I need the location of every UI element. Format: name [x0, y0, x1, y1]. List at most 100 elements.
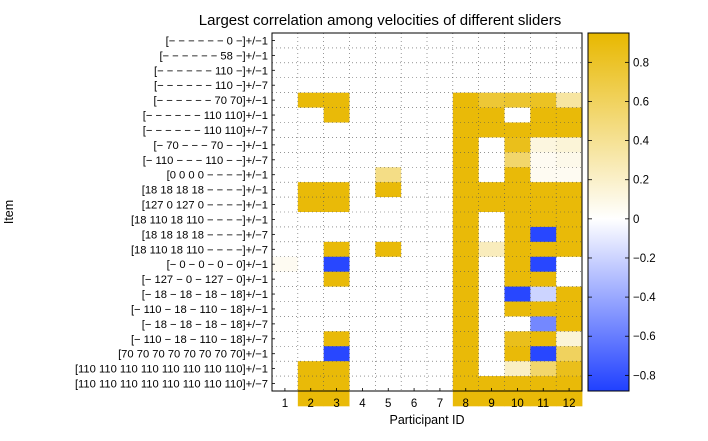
heatmap-cell [530, 226, 557, 243]
heatmap-cell [323, 391, 350, 407]
heatmap-cell [375, 316, 402, 332]
heatmap-cell [504, 33, 531, 49]
heatmap-cell [530, 212, 557, 228]
heatmap-cell [349, 331, 376, 347]
heatmap-cell [272, 92, 299, 108]
heatmap-cell [478, 47, 505, 64]
heatmap-cell [323, 256, 350, 273]
heatmap-cell [401, 77, 428, 94]
heatmap-cell [401, 346, 428, 362]
heatmap-cell [349, 286, 376, 302]
heatmap-cell [272, 331, 299, 347]
heatmap-cell [556, 77, 583, 94]
heatmap-cell [272, 167, 299, 183]
x-tick-label: 1 [282, 398, 288, 410]
heatmap-cell [349, 167, 376, 183]
heatmap-cell [427, 167, 454, 183]
heatmap-cell [556, 137, 583, 153]
heatmap-cell [272, 241, 299, 258]
x-tick-label: 10 [511, 398, 524, 410]
heatmap-cell [349, 241, 376, 258]
heatmap-cell [323, 212, 350, 228]
x-tick-label: 11 [537, 398, 549, 410]
heatmap-cell [556, 361, 583, 377]
y-tick-label: [− − − − − − 110 110]+/−7 [143, 125, 268, 137]
heatmap-cell [504, 107, 531, 123]
y-tick-label: [− 18 − 18 − 18 − 18]+/−7 [142, 319, 268, 331]
heatmap-cell [375, 197, 402, 213]
heatmap-cell [401, 391, 428, 407]
heatmap-cell [375, 77, 402, 94]
heatmap-cell [478, 122, 505, 138]
heatmap-cell [297, 361, 325, 377]
heatmap-cell [349, 376, 376, 392]
heatmap-cell [375, 241, 402, 258]
heatmap-cell [375, 256, 402, 273]
heatmap-cell [530, 77, 557, 94]
heatmap-cell [530, 197, 557, 213]
heatmap-cell [452, 152, 480, 168]
heatmap-cell [427, 62, 454, 79]
heatmap-cell [427, 152, 454, 168]
colorbar-tick-label: 0.6 [633, 96, 649, 108]
heatmap-cell [349, 47, 376, 64]
heatmap-cell [530, 33, 557, 49]
heatmap-cell [375, 152, 402, 168]
heatmap-cell [504, 92, 531, 108]
heatmap-cell [530, 376, 557, 392]
heatmap-cell [427, 137, 454, 153]
heatmap-cell [375, 376, 402, 392]
heatmap-cell [504, 152, 531, 168]
heatmap-cell [530, 92, 557, 108]
heatmap-cell [401, 361, 428, 377]
y-tick-label: [− 127 − 0 − 127 − 0]+/−1 [142, 274, 268, 286]
heatmap-cell [452, 361, 480, 377]
heatmap-cell [427, 331, 454, 347]
heatmap-cell [556, 226, 583, 243]
heatmap-cell [349, 212, 376, 228]
heatmap-cell [556, 331, 583, 347]
heatmap-cell [401, 271, 428, 287]
heatmap-cell [272, 152, 299, 168]
y-tick-label: [70 70 70 70 70 70 70 70]+/−1 [118, 349, 268, 361]
heatmap-cell [452, 391, 480, 407]
heatmap-cell [297, 286, 325, 302]
heatmap-cell [349, 197, 376, 213]
heatmap-cell [556, 212, 583, 228]
heatmap-cell [530, 182, 557, 198]
heatmap-cell [297, 107, 325, 123]
heatmap-cell [349, 271, 376, 287]
heatmap-cell [504, 361, 531, 377]
heatmap-cell [478, 62, 505, 79]
heatmap-cell [478, 286, 505, 302]
heatmap-cell [297, 167, 325, 183]
heatmap-cell [427, 286, 454, 302]
heatmap-cell [530, 122, 557, 138]
heatmap-cell [272, 226, 299, 243]
heatmap-cell [452, 33, 480, 49]
heatmap-cell [297, 346, 325, 362]
x-tick-label: 12 [563, 398, 576, 410]
heatmap-cell [556, 256, 583, 273]
heatmap-cell [452, 137, 480, 153]
heatmap-cell [272, 212, 299, 228]
heatmap-cell [556, 92, 583, 108]
heatmap-cell [349, 92, 376, 108]
heatmap-cell [427, 197, 454, 213]
heatmap-cell [504, 301, 531, 317]
heatmap-cell [452, 47, 480, 64]
heatmap-cell [478, 197, 505, 213]
heatmap-cell [478, 226, 505, 243]
heatmap-cell [427, 346, 454, 362]
heatmap-cell [556, 301, 583, 317]
heatmap-cell [323, 33, 350, 49]
heatmap-cell [452, 346, 480, 362]
colorbar-tick-label: −0.8 [633, 370, 656, 382]
heatmap-cell [530, 152, 557, 168]
heatmap-cell [297, 256, 325, 273]
heatmap-cell [556, 346, 583, 362]
heatmap-cell [452, 286, 480, 302]
heatmap-cell [349, 361, 376, 377]
x-tick-label: 2 [308, 398, 314, 410]
heatmap-cell [556, 316, 583, 332]
